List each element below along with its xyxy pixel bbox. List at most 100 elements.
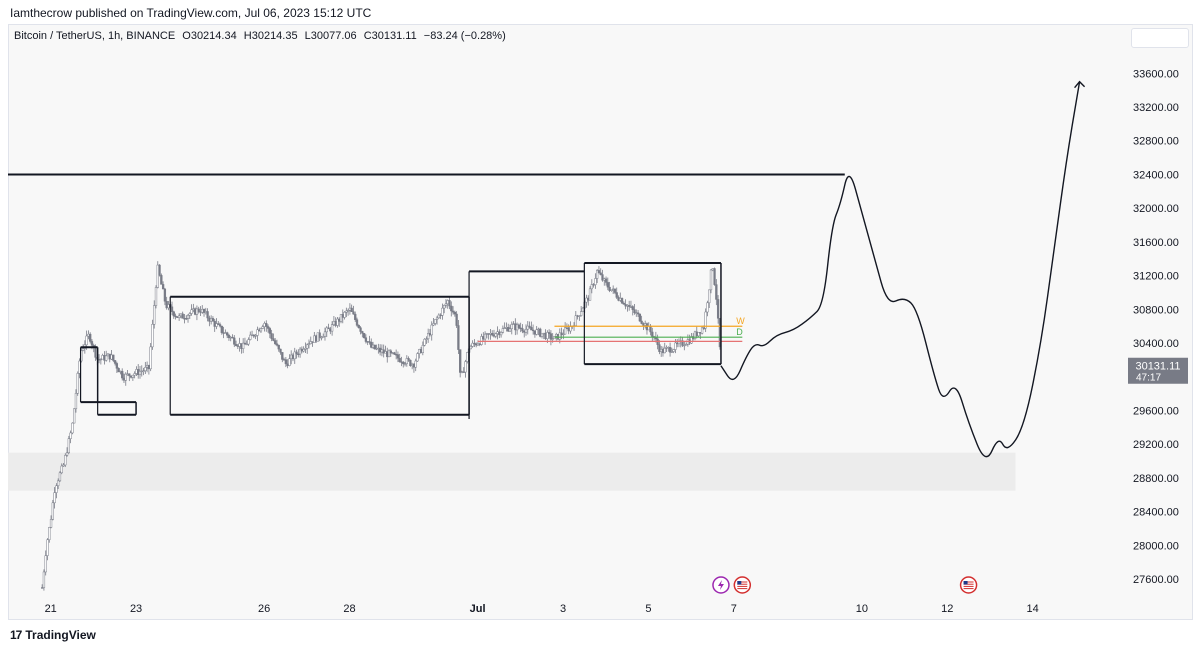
candle-body [521,328,524,332]
candle-body [441,307,444,316]
candle-body [407,358,410,361]
candle-body [352,311,355,315]
candle-body [113,360,117,364]
candle-body [601,274,604,281]
candle-body [706,302,709,313]
candle-body [62,464,65,467]
candle-body [142,370,145,372]
candle-body [597,270,601,274]
candle-body [131,374,135,378]
candle-body [336,318,339,326]
candle-body [581,307,585,312]
candle-body [343,312,346,318]
candle-body [249,334,252,340]
countdown-value: 47:17 [1136,373,1161,384]
chart-area[interactable] [8,24,1193,620]
candle-body [453,311,456,315]
candle-body [231,336,234,339]
candle-body [161,284,165,290]
candle-body [649,325,652,333]
candle-body [563,327,567,335]
candle-body [197,308,200,312]
candle-body [115,363,119,369]
candle-body [636,312,640,315]
candle-body [708,289,711,304]
open-value: O30214.34 [182,30,237,42]
candle-body [683,344,686,347]
candle-body [133,373,136,376]
candle-body [138,371,142,376]
candle-body [697,332,700,337]
candle-body [71,422,74,434]
candle-body [443,305,446,309]
candle-body [58,472,62,482]
candle-body [293,351,296,360]
candle-body [144,367,147,372]
candle-body [57,480,60,487]
candle-body [628,305,631,307]
x-tick-label: 14 [1026,603,1038,615]
candle-body [112,354,115,361]
candle-body [434,319,437,324]
candle-body [227,334,231,339]
candle-body [713,268,716,285]
candle-body [218,324,222,327]
candle-body [700,327,704,334]
candle-body [596,270,599,279]
x-tick-label: Jul [470,603,486,615]
candle-body [81,348,85,351]
support-zone [8,452,1016,491]
candle-body [149,346,152,370]
candle-body [42,571,46,588]
candle-body [215,323,218,327]
projection-arrowhead [1074,80,1086,89]
symbol-label[interactable]: Bitcoin / TetherUS, 1h, BINANCE [14,30,176,42]
candle-body [528,325,531,328]
candle-body [539,328,542,337]
candle-body [480,336,483,345]
candle-body [275,343,279,346]
candle-body [177,315,181,318]
candle-body [578,315,581,317]
last-price-value: 30131.11 [1135,361,1180,373]
candle-body [339,314,343,322]
candle-body [89,333,92,342]
candle-body [402,361,405,365]
tradingview-logo-icon: 17 [10,628,22,642]
candle-body [277,344,280,350]
y-tick-label: 30800.00 [1133,304,1179,316]
candle-body [245,343,248,346]
candle-body [211,318,215,322]
candle-body [302,349,305,352]
y-tick-label: 27600.00 [1133,574,1179,586]
candle-body [206,311,209,319]
candle-body [524,328,528,333]
candle-body [398,357,401,362]
candle-body [190,309,193,314]
candle-body [288,358,291,366]
candle-body [588,288,592,301]
y-tick-label: 29200.00 [1133,439,1179,451]
candle-body [325,327,328,333]
candle-body [530,327,533,331]
candle-body [615,292,618,298]
scale-control-box[interactable] [1131,28,1189,48]
candle-body [499,332,503,336]
candle-body [354,313,357,320]
candle-body [663,347,666,354]
candle-body [546,332,549,340]
candle-body [459,349,462,373]
candle-body [373,344,376,350]
candle-body [233,337,236,345]
candle-body [346,310,350,312]
low-value: L30077.06 [304,30,357,42]
candle-body [172,311,175,317]
candle-body [256,329,259,336]
candle-body [437,314,440,319]
candle-body [368,341,371,343]
candle-body [416,353,419,362]
us-flag-canton [737,581,742,585]
candle-body [186,315,190,319]
candle-body [362,333,366,338]
